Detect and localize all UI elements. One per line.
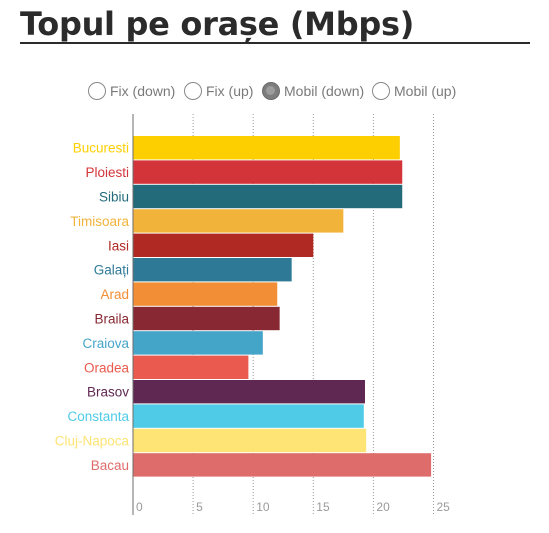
- x-tick-label: 0: [136, 500, 143, 514]
- category-label: Oradea: [84, 360, 130, 375]
- bar-bacau[interactable]: [133, 453, 432, 477]
- bar-cluj-napoca[interactable]: [133, 428, 367, 453]
- category-label: Braila: [94, 312, 129, 327]
- category-label: Timisoara: [70, 214, 129, 229]
- category-label: Galați: [94, 263, 129, 278]
- bar-brasov[interactable]: [133, 380, 365, 404]
- bar-ploiesti[interactable]: [133, 160, 403, 184]
- option-fix-down[interactable]: Fix (down): [88, 79, 175, 103]
- bar-oradea[interactable]: [133, 355, 249, 379]
- bar-craiova[interactable]: [133, 331, 263, 355]
- bar-bucuresti[interactable]: [133, 136, 400, 160]
- bar-braila[interactable]: [133, 306, 280, 331]
- x-tick-label: 5: [196, 500, 203, 514]
- category-label: Brasov: [87, 385, 129, 400]
- x-tick-label: 20: [376, 500, 390, 514]
- option-mobil-up-label: Mobil (up): [394, 83, 457, 99]
- x-tick-label: 15: [316, 500, 330, 514]
- page-title: Topul pe orașe (Mbps): [20, 5, 415, 43]
- bar-gala-i[interactable]: [133, 258, 292, 282]
- category-label: Cluj-Napoca: [55, 434, 130, 449]
- option-fix-up[interactable]: Fix (up): [184, 79, 253, 103]
- bar-constanta[interactable]: [133, 404, 364, 428]
- category-label: Sibiu: [99, 190, 129, 205]
- option-fix-down-label: Fix (down): [110, 83, 176, 99]
- option-fix-up-label: Fix (up): [206, 83, 254, 99]
- category-label: Constanta: [67, 409, 129, 424]
- radio-fix-up[interactable]: [184, 82, 202, 100]
- option-mobil-up[interactable]: Mobil (up): [372, 79, 456, 103]
- radio-mobil-down[interactable]: [262, 82, 280, 100]
- bar-arad[interactable]: [133, 282, 278, 306]
- bar-iasi[interactable]: [133, 233, 314, 257]
- category-label: Iasi: [108, 238, 129, 253]
- category-label: Craiova: [82, 336, 129, 351]
- x-tick-label: 25: [437, 500, 451, 514]
- option-mobil-down-label: Mobil (down): [284, 83, 365, 99]
- option-mobil-down[interactable]: Mobil (down): [262, 79, 364, 103]
- title-underline: [20, 42, 530, 44]
- category-label: Ploiesti: [85, 165, 129, 180]
- x-tick-label: 10: [256, 500, 270, 514]
- bar-sibiu[interactable]: [133, 184, 403, 209]
- category-label: Bucuresti: [73, 141, 129, 156]
- category-label: Bacau: [91, 458, 129, 473]
- category-label: Arad: [100, 287, 129, 302]
- radio-mobil-up[interactable]: [372, 82, 390, 100]
- bar-timisoara[interactable]: [133, 209, 344, 233]
- metric-selector: Fix (down) Fix (up) Mobil (down) Mobil (…: [0, 79, 549, 103]
- radio-fix-down[interactable]: [88, 82, 106, 100]
